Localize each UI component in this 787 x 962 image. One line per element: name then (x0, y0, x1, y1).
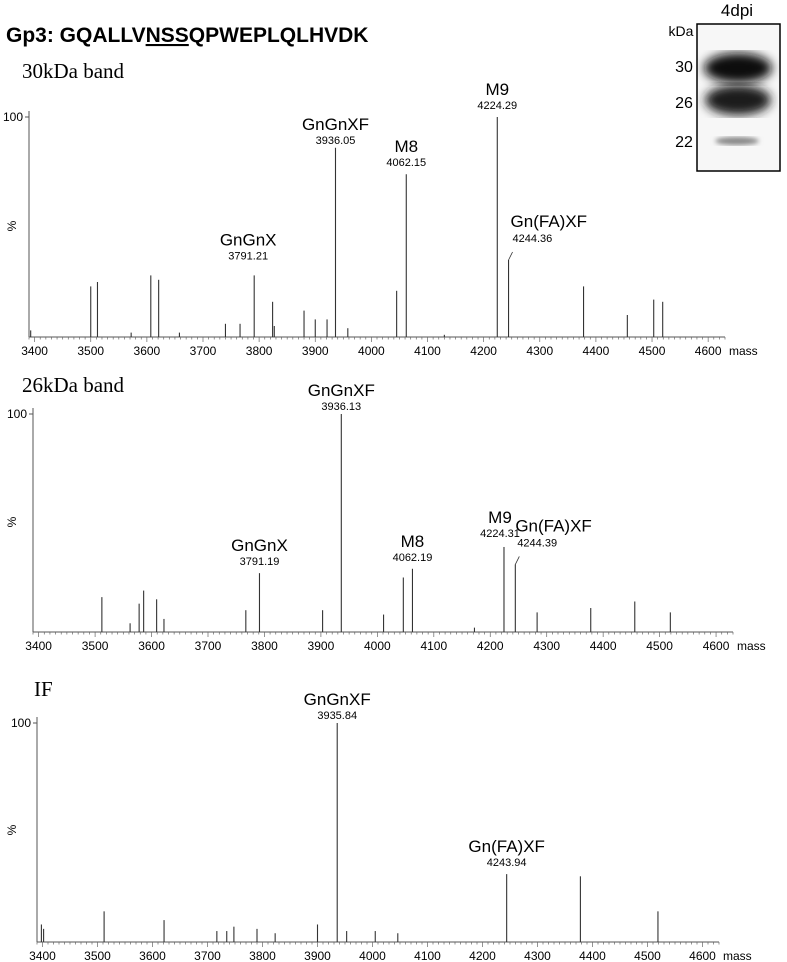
x-tick-label: 3900 (304, 949, 331, 962)
x-tick-label: 4200 (469, 949, 496, 962)
y-axis-label: % (5, 824, 19, 835)
x-tick-label: 4400 (579, 949, 606, 962)
x-tick-label: 4100 (414, 344, 441, 358)
x-tick-label: 3700 (190, 344, 217, 358)
x-tick-label: 3900 (308, 639, 335, 653)
x-tick-label: 3800 (251, 639, 278, 653)
y-axis-label: % (5, 220, 19, 231)
x-tick-label: 3600 (138, 639, 165, 653)
x-tick-label: 4500 (634, 949, 661, 962)
x-tick-label: 3700 (195, 639, 222, 653)
x-tick-label: 4300 (524, 949, 551, 962)
western-blot-inset: 4dpi kDa 30 26 22 (669, 1, 781, 172)
x-tick-label: 3700 (194, 949, 221, 962)
y-tick-label: 100 (3, 110, 23, 124)
annotation-name: GnGnXF (304, 690, 371, 709)
x-tick-label: 4200 (477, 639, 504, 653)
annotation-name: GnGnX (220, 230, 277, 249)
x-axis-label: mass (737, 639, 766, 653)
annotation-name: M9 (488, 508, 512, 527)
annotation-name: Gn(FA)XF (515, 516, 592, 535)
mass-spectra: 30kDa band 100% 3400 3500 3600 3700 3800 3900 40… (3, 59, 766, 962)
x-tick-label: 4400 (583, 344, 610, 358)
x-tick-label: 4300 (526, 344, 553, 358)
annotation-value: 4062.19 (393, 552, 433, 564)
x-tick-label: 4600 (703, 639, 730, 653)
annotation-value: 4244.36 (513, 233, 553, 245)
blot-band-30 (704, 53, 772, 83)
spectrum-panel-3: IF 100% 3400 3500 3600 3700 3800 3900 4000 4100 42… (5, 677, 752, 962)
annotation-name: Gn(FA)XF (468, 837, 545, 856)
x-tick-label: 4600 (695, 344, 722, 358)
blot-marker-22: 22 (675, 134, 693, 151)
annotation-value: 3936.05 (316, 135, 356, 147)
panel-title: 26kDa band (22, 373, 125, 397)
figure-title: Gp3: GQALLVNSSQPWEPLQLHVDK (6, 24, 368, 47)
x-tick-label: 3800 (246, 344, 273, 358)
annotation-name: M8 (401, 532, 425, 551)
annotation-name: M9 (485, 80, 509, 99)
y-axis-label: % (5, 516, 19, 527)
blot-band-26 (705, 85, 771, 115)
x-tick-label: 4600 (689, 949, 716, 962)
x-axis-label: mass (723, 949, 752, 962)
x-tick-label: 4300 (533, 639, 560, 653)
annotation-value: 3791.19 (240, 556, 280, 568)
x-tick-label: 4100 (420, 639, 447, 653)
x-axis-label: mass (729, 344, 758, 358)
x-tick-label: 3800 (249, 949, 276, 962)
x-tick-label: 3400 (25, 639, 52, 653)
panel-title: IF (34, 677, 53, 701)
x-tick-label: 3400 (21, 344, 48, 358)
spectrum-panel-2: 26kDa band 100% 3400 3500 3600 3700 3800 3900 40… (5, 373, 766, 653)
annotation-leader (514, 556, 520, 565)
x-tick-label: 4000 (364, 639, 391, 653)
x-tick-label: 4100 (414, 949, 441, 962)
annotation-name: GnGnXF (302, 115, 369, 134)
x-tick-label: 3500 (84, 949, 111, 962)
blot-title: 4dpi (721, 1, 753, 20)
x-tick-label: 4000 (358, 344, 385, 358)
x-tick-label: 3500 (77, 344, 104, 358)
annotation-name: Gn(FA)XF (511, 212, 588, 231)
blot-band-22 (715, 137, 759, 145)
x-tick-label: 3600 (134, 344, 161, 358)
x-tick-label: 4400 (590, 639, 617, 653)
annotation-value: 4224.29 (477, 100, 517, 112)
panel-title: 30kDa band (22, 59, 125, 83)
x-tick-label: 3500 (82, 639, 109, 653)
annotation-value: 3935.84 (317, 710, 357, 722)
x-tick-label: 3600 (139, 949, 166, 962)
annotation-value: 3936.13 (321, 401, 361, 413)
annotation-name: GnGnX (231, 536, 288, 555)
annotation-name: GnGnXF (308, 381, 375, 400)
blot-unit-label: kDa (669, 23, 694, 39)
y-tick-label: 100 (7, 407, 27, 421)
y-tick-label: 100 (11, 716, 31, 730)
x-tick-label: 4000 (359, 949, 386, 962)
spectrum-panel-1: 30kDa band 100% 3400 3500 3600 3700 3800 3900 40… (3, 59, 758, 358)
annotation-name: M8 (394, 137, 418, 156)
annotation-value: 4244.39 (517, 537, 557, 549)
annotation-value: 4243.94 (487, 857, 527, 869)
blot-marker-30: 30 (675, 59, 693, 76)
annotation-value: 3791.21 (228, 250, 268, 262)
x-tick-label: 4200 (470, 344, 497, 358)
x-tick-label: 4500 (646, 639, 673, 653)
annotation-leader (508, 251, 513, 261)
glycosylation-site: NSS (146, 24, 189, 47)
blot-marker-26: 26 (675, 95, 693, 112)
annotation-value: 4062.15 (386, 157, 426, 169)
x-tick-label: 4500 (639, 344, 666, 358)
annotation-value: 4224.31 (480, 528, 520, 540)
x-tick-label: 3900 (302, 344, 329, 358)
x-tick-label: 3400 (29, 949, 56, 962)
